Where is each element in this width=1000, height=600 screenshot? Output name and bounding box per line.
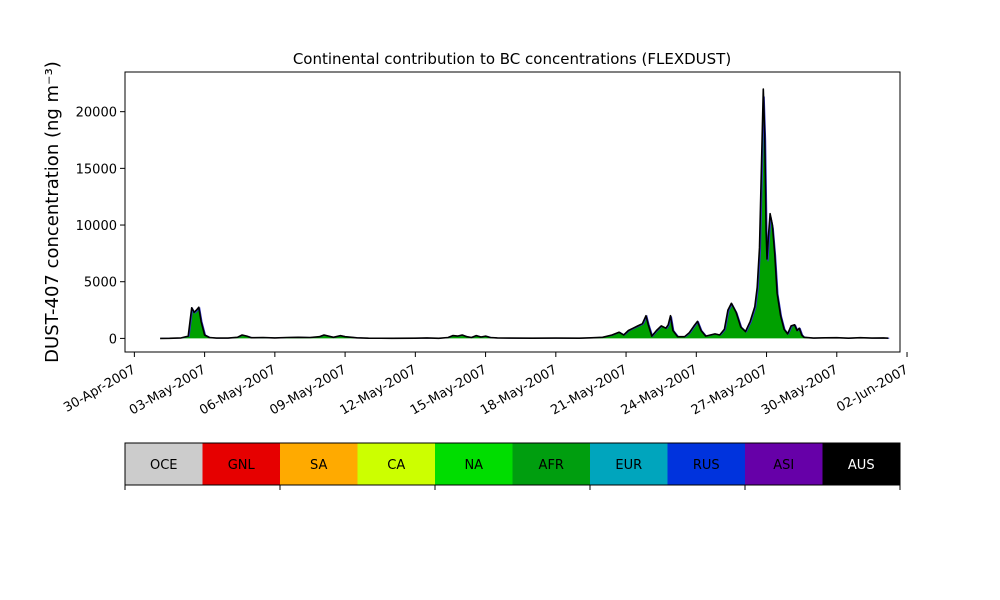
legend-label-sa: SA	[310, 458, 327, 473]
plot-area	[160, 88, 890, 340]
legend-label-aus: AUS	[848, 458, 875, 473]
legend-swatch-eur	[590, 443, 668, 485]
legend-frame	[124, 442, 901, 486]
y-tick-label: 15000	[76, 162, 117, 177]
legend-swatch-rus	[667, 443, 745, 485]
y-tick-label: 20000	[76, 106, 117, 121]
legend-swatch-afr	[512, 443, 590, 485]
y-tick-label: 10000	[76, 219, 117, 234]
legend-label-ca: CA	[387, 458, 405, 473]
legend-swatch-oce	[125, 443, 203, 485]
y-tick-label: 0	[109, 332, 117, 347]
legend-label-na: NA	[464, 458, 483, 473]
legend-label-asi: ASI	[773, 458, 794, 473]
plot-frame	[124, 71, 901, 353]
total-series-line	[160, 88, 889, 340]
legend-swatch-sa	[280, 443, 358, 485]
legend-label-eur: EUR	[615, 458, 642, 473]
chart-title: Continental contribution to BC concentra…	[293, 50, 731, 68]
legend-label-gnl: GNL	[228, 458, 256, 473]
legend-label-afr: AFR	[539, 458, 564, 473]
legend-swatch-ca	[357, 443, 435, 485]
y-axis-label: DUST-407 concentration (ng m⁻³)	[42, 61, 63, 363]
legend-label-rus: RUS	[693, 458, 720, 473]
legend-swatch-asi	[745, 443, 823, 485]
y-axis: 0 5000 10000 15000 20000	[76, 106, 125, 347]
legend-swatch-gnl	[202, 443, 280, 485]
y-tick-label: 5000	[84, 276, 117, 291]
legend-swatch-na	[435, 443, 513, 485]
legend-swatch-aus	[822, 443, 900, 485]
legend-label-oce: OCE	[150, 458, 178, 473]
continent-colorbar-legend: OCE GNL SA CA NA AFR EUR RUS ASI AUS	[124, 442, 901, 490]
